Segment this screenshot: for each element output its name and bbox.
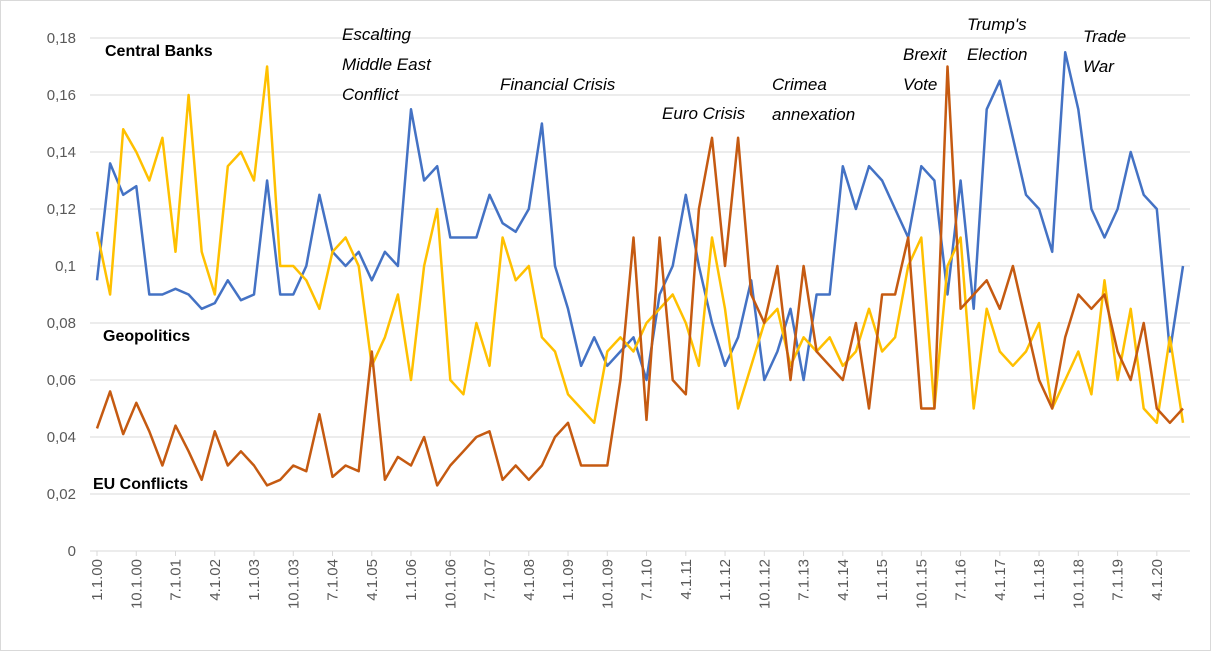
x-tick-label: 1.1.12	[717, 559, 734, 601]
annotation: Conflict	[342, 85, 400, 104]
x-tick-label: 7.1.19	[1110, 559, 1127, 601]
x-tick-label: 10.1.15	[913, 559, 930, 609]
annotation: Trump's	[967, 15, 1027, 34]
series-label: Central Banks	[105, 43, 213, 60]
y-tick-label: 0,06	[47, 372, 76, 389]
x-tick-label: 7.1.10	[639, 559, 656, 601]
x-tick-label: 7.1.07	[482, 559, 499, 601]
x-tick-label: 10.1.03	[285, 559, 302, 609]
y-tick-label: 0	[68, 543, 76, 560]
x-tick-label: 10.1.06	[442, 559, 459, 609]
annotation: Middle East	[342, 55, 432, 74]
y-tick-label: 0,04	[47, 429, 76, 446]
annotation: Election	[967, 45, 1027, 64]
x-tick-label: 4.1.17	[992, 559, 1009, 601]
annotation: Crimea	[772, 75, 827, 94]
x-tick-label: 7.1.01	[168, 559, 185, 601]
x-tick-label: 10.1.12	[756, 559, 773, 609]
y-tick-label: 0,1	[55, 258, 76, 275]
annotation: Brexit	[903, 45, 948, 64]
series-line	[95, 51, 1185, 382]
y-tick-label: 0,12	[47, 201, 76, 218]
x-tick-label: 4.1.05	[364, 559, 381, 601]
annotation: Escalting	[342, 25, 412, 44]
annotation: annexation	[772, 105, 855, 124]
x-tick-label: 1.1.03	[246, 559, 263, 601]
x-tick-label: 1.1.00	[89, 559, 106, 601]
annotation: Vote	[903, 75, 937, 94]
annotation: War	[1083, 57, 1115, 76]
series-label: EU Conflicts	[93, 476, 188, 493]
y-tick-label: 0,02	[47, 486, 76, 503]
x-tick-label: 10.1.09	[599, 559, 616, 609]
x-tick-label: 1.1.18	[1031, 559, 1048, 601]
x-tick-label: 10.1.18	[1070, 559, 1087, 609]
x-tick-label: 4.1.02	[207, 559, 224, 601]
x-tick-label: 1.1.15	[874, 559, 891, 601]
x-tick-label: 7.1.13	[796, 559, 813, 601]
x-tick-label: 4.1.11	[678, 559, 695, 600]
x-tick-label: 4.1.08	[521, 559, 538, 601]
x-tick-label: 1.1.09	[560, 559, 577, 601]
x-tick-label: 7.1.04	[325, 559, 342, 601]
annotation: Financial Crisis	[500, 75, 616, 94]
x-tick-label: 7.1.16	[953, 559, 970, 601]
y-tick-label: 0,14	[47, 144, 76, 161]
annotation: Euro Crisis	[662, 104, 746, 123]
series-label: Geopolitics	[103, 328, 190, 345]
series-line	[95, 65, 1184, 487]
x-tick-label: 4.1.20	[1149, 559, 1166, 601]
x-tick-label: 4.1.14	[835, 559, 852, 601]
annotation: Trade	[1083, 27, 1126, 46]
y-tick-label: 0,18	[47, 30, 76, 47]
y-tick-label: 0,08	[47, 315, 76, 332]
y-tick-label: 0,16	[47, 87, 76, 104]
x-tick-label: 10.1.00	[128, 559, 145, 609]
x-tick-label: 1.1.06	[403, 559, 420, 601]
